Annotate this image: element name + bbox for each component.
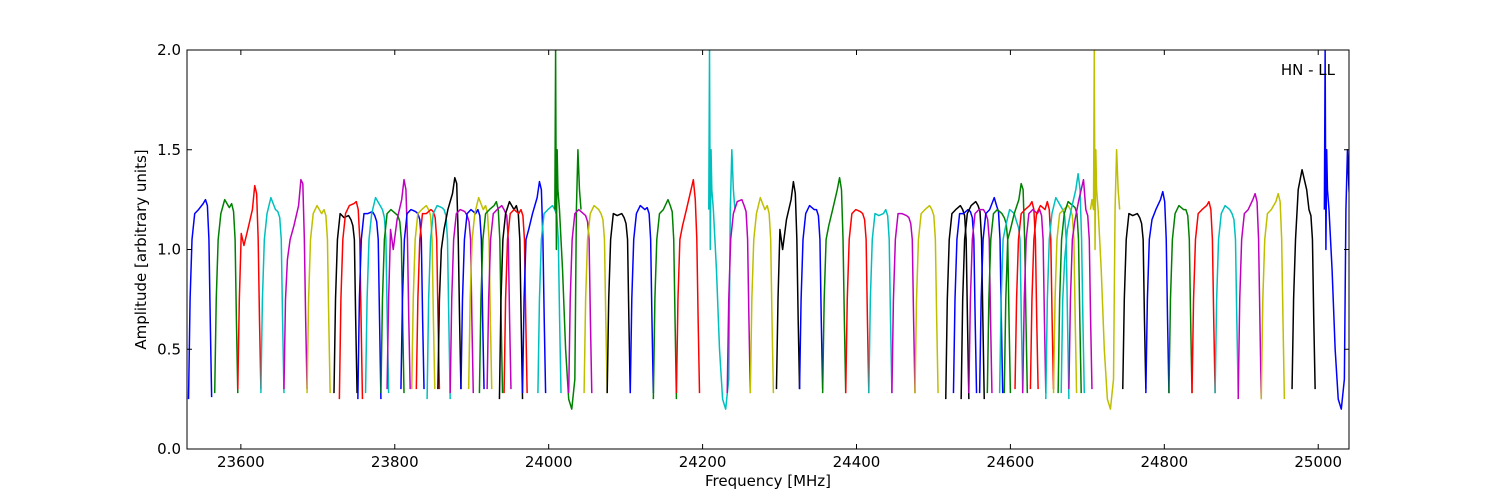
y-tick-label: 0.5 (157, 340, 181, 358)
series-line-34 (726, 198, 752, 394)
series-line-27 (567, 208, 593, 394)
y-tick-label: 1.0 (157, 241, 181, 259)
series-line-66 (1260, 192, 1286, 400)
y-tick-label: 0.0 (157, 440, 181, 458)
series-line-35 (749, 196, 775, 394)
series-line-21 (486, 204, 512, 390)
series-line-20 (478, 200, 504, 394)
x-tick-label: 24400 (833, 453, 881, 471)
series-line-24 (521, 180, 547, 394)
series-line-38 (821, 176, 847, 394)
series-line-44 (952, 208, 978, 394)
x-tick-label: 23600 (217, 453, 265, 471)
series-line-60 (1122, 212, 1147, 390)
series-line-48 (986, 208, 1012, 394)
series-line-39 (844, 208, 870, 394)
series-line-43 (945, 204, 970, 400)
series-line-63 (1191, 200, 1216, 394)
chart-annotation: HN - LL (1281, 61, 1336, 79)
x-tick-label: 23800 (371, 453, 419, 471)
y-tick-label: 1.5 (157, 141, 181, 159)
series-line-41 (891, 212, 916, 394)
series-line-67 (1291, 168, 1316, 390)
series-line-59 (1089, 50, 1121, 410)
series-line-42 (914, 204, 939, 394)
x-axis-label: Frequency [MHz] (705, 472, 831, 490)
y-axis-label: Amplitude [arbitrary units] (132, 149, 150, 349)
series-line-32 (675, 178, 701, 394)
series-line-58 (1068, 178, 1093, 390)
series-line-14 (415, 208, 441, 390)
x-tick-label: 25000 (1294, 453, 1342, 471)
series-line-40 (868, 208, 893, 394)
series-line-51 (1014, 200, 1039, 390)
series-line-11 (386, 178, 411, 390)
series-line-0 (187, 198, 213, 400)
series-line-68 (1323, 50, 1349, 410)
series-line-5 (306, 204, 331, 394)
series-line-53 (1029, 200, 1055, 390)
series-line-6 (333, 212, 358, 394)
series-line-47 (978, 196, 1004, 394)
y-tick-label: 2.0 (157, 41, 181, 59)
series-line-16 (437, 176, 462, 390)
series-line-25 (537, 204, 562, 394)
series-line-3 (260, 196, 285, 394)
series-line-12 (400, 208, 425, 390)
series-line-64 (1214, 204, 1239, 394)
series-line-36 (775, 180, 801, 390)
x-tick-label: 24800 (1140, 453, 1188, 471)
series-line-2 (237, 184, 262, 390)
series-line-26 (554, 50, 582, 410)
series-line-4 (283, 178, 308, 390)
series-line-55 (1052, 204, 1078, 394)
series-line-15 (426, 204, 451, 400)
series-line-30 (629, 204, 655, 394)
series-line-28 (583, 204, 608, 394)
series-line-61 (1145, 190, 1170, 394)
series-line-62 (1168, 204, 1193, 394)
ticks-layer: 23600 23800 24000 24200 24400 24600 24800 25000… (157, 41, 1349, 471)
plot-frame (186, 49, 1350, 450)
series-line-9 (364, 196, 390, 394)
series-line-57 (1060, 172, 1086, 394)
series-line-33 (708, 50, 736, 410)
series-line-54 (1045, 196, 1070, 400)
series-line-37 (798, 204, 824, 390)
series-line-1 (213, 198, 239, 394)
series-line-65 (1237, 192, 1263, 400)
series-line-29 (606, 212, 631, 394)
series-line-31 (652, 198, 678, 400)
series-line-10 (380, 208, 405, 394)
x-tick-label: 24600 (987, 453, 1035, 471)
series-line-13 (410, 204, 436, 390)
x-tick-label: 24200 (679, 453, 727, 471)
x-tick-label: 24000 (525, 453, 573, 471)
series-layer (187, 50, 1349, 410)
